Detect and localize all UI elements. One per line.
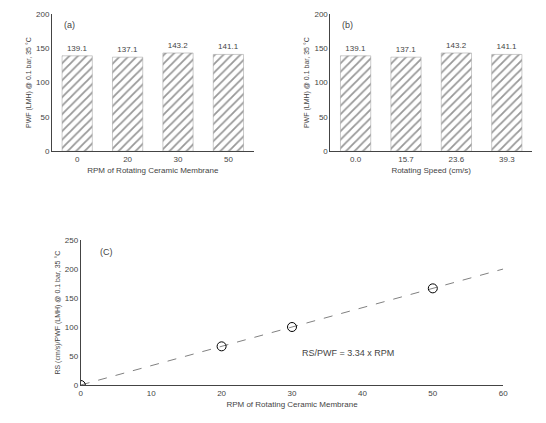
svg-text:139.1: 139.1 <box>67 44 88 53</box>
svg-text:50: 50 <box>224 155 233 164</box>
svg-text:139.1: 139.1 <box>345 44 366 53</box>
svg-text:0: 0 <box>45 147 50 156</box>
svg-text:(C): (C) <box>100 247 113 257</box>
svg-text:30: 30 <box>174 155 183 164</box>
svg-text:50: 50 <box>40 113 49 122</box>
svg-text:150: 150 <box>36 44 50 53</box>
svg-text:60: 60 <box>499 389 508 398</box>
svg-text:200: 200 <box>65 265 79 274</box>
svg-text:RS/PWF = 3.34 x RPM: RS/PWF = 3.34 x RPM <box>302 348 394 358</box>
svg-text:0.0: 0.0 <box>350 155 362 164</box>
svg-text:143.2: 143.2 <box>446 41 467 50</box>
svg-text:30: 30 <box>288 389 297 398</box>
svg-text:150: 150 <box>65 294 79 303</box>
svg-text:RPM of Rotating Ceramic Membra: RPM of Rotating Ceramic Membrane <box>87 166 219 175</box>
svg-text:23.6: 23.6 <box>449 155 465 164</box>
svg-text:141.1: 141.1 <box>497 42 518 51</box>
svg-text:200: 200 <box>314 10 328 19</box>
svg-text:141.1: 141.1 <box>218 42 239 51</box>
svg-text:39.3: 39.3 <box>499 155 515 164</box>
svg-text:200: 200 <box>36 10 50 19</box>
svg-text:RPM of Rotating Ceramic Membra: RPM of Rotating Ceramic Membrane <box>226 400 358 409</box>
svg-text:137.1: 137.1 <box>117 45 138 54</box>
svg-text:20: 20 <box>217 389 226 398</box>
svg-text:50: 50 <box>428 389 437 398</box>
svg-text:150: 150 <box>314 44 328 53</box>
svg-text:50: 50 <box>69 352 78 361</box>
svg-text:50: 50 <box>319 113 328 122</box>
svg-text:100: 100 <box>36 78 50 87</box>
svg-text:137.1: 137.1 <box>396 45 417 54</box>
svg-text:(a): (a) <box>64 20 75 30</box>
svg-text:0: 0 <box>79 389 84 398</box>
svg-text:PWF (LMH) @ 0.1 bar, 35 °C: PWF (LMH) @ 0.1 bar, 35 °C <box>25 37 33 128</box>
svg-text:(b): (b) <box>342 20 353 30</box>
svg-text:20: 20 <box>123 155 132 164</box>
svg-text:40: 40 <box>358 389 367 398</box>
svg-text:100: 100 <box>314 78 328 87</box>
svg-text:15.7: 15.7 <box>398 155 414 164</box>
svg-text:PWF (LMH) @ 0.1 bar, 35 °C: PWF (LMH) @ 0.1 bar, 35 °C <box>303 37 311 128</box>
svg-text:Rotating Speed (cm/s): Rotating Speed (cm/s) <box>391 166 471 175</box>
svg-text:RS (cm/s)/PWF (LMH) @ 0.1 bar,: RS (cm/s)/PWF (LMH) @ 0.1 bar, 35 °C <box>54 251 62 375</box>
svg-text:0: 0 <box>323 147 328 156</box>
svg-text:0: 0 <box>74 381 79 390</box>
svg-text:0: 0 <box>75 155 80 164</box>
svg-text:250: 250 <box>65 236 79 245</box>
svg-text:100: 100 <box>65 323 79 332</box>
svg-text:10: 10 <box>147 389 156 398</box>
svg-text:143.2: 143.2 <box>168 41 189 50</box>
